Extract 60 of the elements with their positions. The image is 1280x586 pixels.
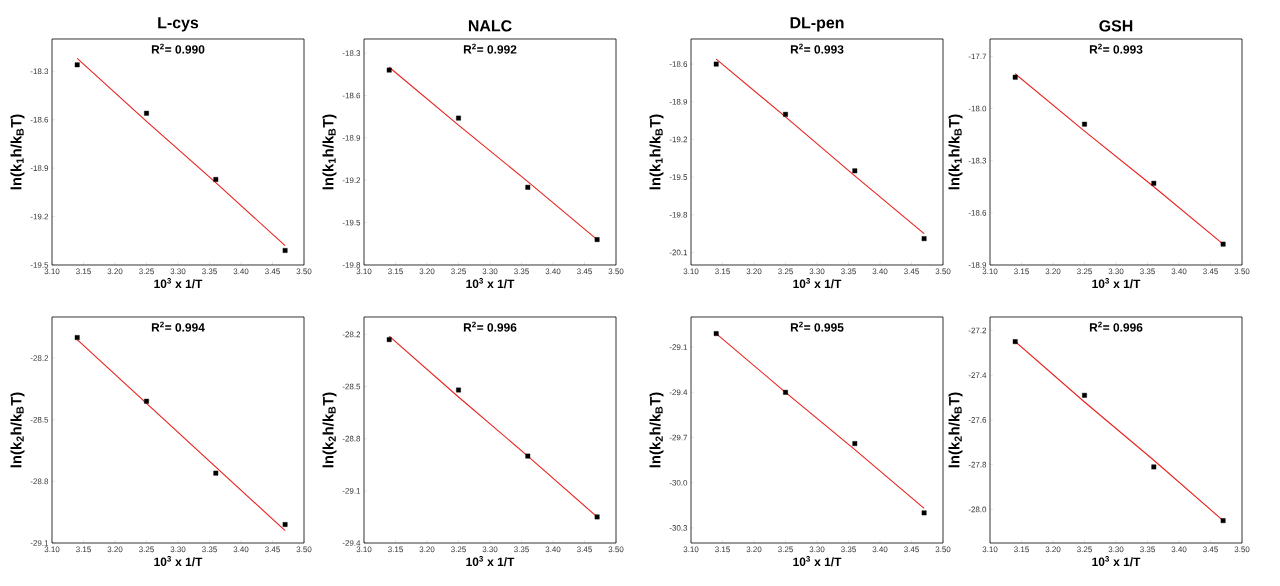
- x-axis-title: 10$^{3}$ x 1/T: [466, 556, 515, 567]
- point: [144, 398, 149, 404]
- point: [1220, 241, 1226, 247]
- point: [1151, 464, 1157, 470]
- point: [74, 335, 80, 340]
- annotation: R$^{2}$= 0.992: [463, 43, 517, 54]
- point: [525, 453, 531, 459]
- point: [213, 470, 219, 476]
- point: [594, 237, 600, 242]
- annotation: R$^{2}$= 0.993: [1089, 43, 1143, 54]
- x-axis-title: 10$^{3}$ x 1/T: [154, 278, 203, 289]
- annotation: R$^{2}$= 0.996: [463, 321, 517, 332]
- y-axis-title: ln(k$_{2}$h/k$_{B}$T): [322, 392, 337, 468]
- y-axis-title: ln(k$_{1}$h/k$_{B}$T): [10, 114, 25, 190]
- point: [1012, 339, 1018, 344]
- point: [713, 61, 719, 67]
- point: [525, 184, 531, 190]
- point: [282, 248, 288, 253]
- point: [783, 111, 788, 117]
- x-axis-title: 10$^{3}$ x 1/T: [154, 556, 203, 567]
- annotation: R$^{2}$= 0.995: [790, 321, 844, 332]
- point: [1151, 180, 1157, 186]
- point: [144, 110, 149, 116]
- chart-title: DL-pen: [790, 17, 844, 32]
- point: [1082, 121, 1087, 127]
- point: [921, 510, 927, 516]
- point: [1082, 392, 1087, 398]
- point: [386, 67, 392, 73]
- point: [456, 387, 461, 393]
- point: [1012, 74, 1018, 80]
- point: [783, 389, 788, 395]
- y-axis-title: ln(k$_{1}$h/k$_{B}$T): [948, 114, 963, 190]
- point: [282, 522, 288, 527]
- annotation: R$^{2}$= 0.993: [790, 43, 844, 54]
- y-axis-title: ln(k$_{2}$h/k$_{B}$T): [10, 392, 25, 468]
- x-axis-title: 10$^{3}$ x 1/T: [793, 278, 842, 289]
- point: [74, 62, 80, 68]
- point: [852, 168, 858, 174]
- point: [852, 441, 858, 446]
- point: [386, 337, 392, 342]
- annotation: R$^{2}$= 0.994: [151, 321, 205, 332]
- chart-title: L-cys: [158, 17, 199, 32]
- y-axis-title: ln(k$_{2}$h/k$_{B}$T): [649, 392, 664, 468]
- point: [1220, 518, 1226, 524]
- point: [594, 514, 600, 520]
- annotation: R$^{2}$= 0.996: [1089, 321, 1143, 332]
- x-axis-title: 10$^{3}$ x 1/T: [1092, 556, 1141, 567]
- point: [921, 236, 927, 242]
- y-axis-title: ln(k$_{1}$h/k$_{B}$T): [649, 114, 664, 190]
- y-axis-title: ln(k$_{1}$h/k$_{B}$T): [322, 114, 337, 190]
- point: [713, 331, 719, 336]
- annotation: R$^{2}$= 0.990: [151, 43, 205, 54]
- y-axis-title: ln(k$_{2}$h/k$_{B}$T): [948, 392, 963, 468]
- point: [213, 177, 219, 182]
- point: [456, 115, 461, 121]
- x-axis-title: 10$^{3}$ x 1/T: [466, 278, 515, 289]
- x-axis-title: 10$^{3}$ x 1/T: [1092, 278, 1141, 289]
- chart-title: GSH: [1099, 20, 1133, 32]
- chart-title: NALC: [468, 20, 512, 32]
- x-axis-title: 10$^{3}$ x 1/T: [793, 556, 842, 567]
